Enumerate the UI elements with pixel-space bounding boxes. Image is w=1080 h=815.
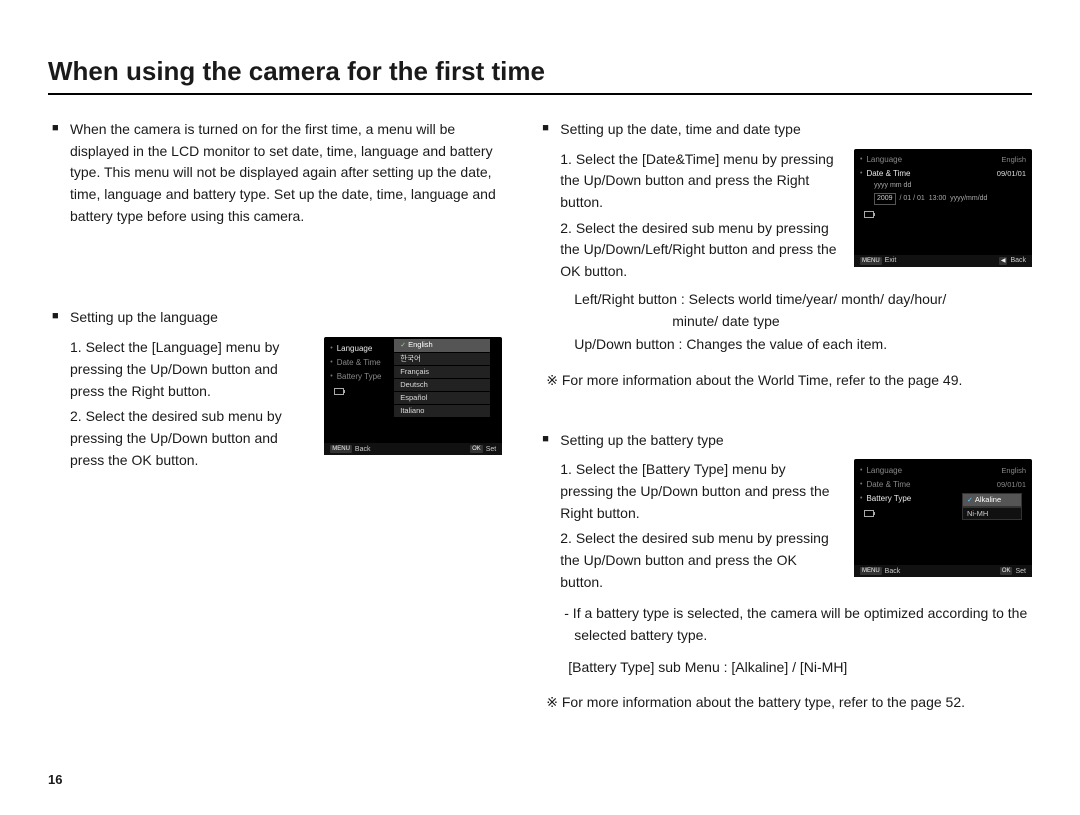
batt-lcd-screenshot: •LanguageEnglish •Date & Time09/01/01 •B… xyxy=(854,459,1032,577)
lang-step1-text: Select the [Language] menu by pressing t… xyxy=(70,339,279,398)
battery-icon xyxy=(864,211,874,218)
lcd2-tag-back: ◀ xyxy=(999,257,1008,265)
lang-row: 1. Select the [Language] menu by pressin… xyxy=(48,337,502,475)
lcd-tag-ok: OK xyxy=(470,445,483,453)
left-column: When the camera is turned on for the fir… xyxy=(48,119,502,714)
two-column-layout: When the camera is turned on for the fir… xyxy=(48,119,1032,714)
batt-step1: 1. Select the [Battery Type] menu by pre… xyxy=(538,459,838,524)
lcd-opt-deutsch: Deutsch xyxy=(394,379,490,392)
date-section-head: Setting up the date, time and date type xyxy=(538,119,1032,141)
date-step2-text: Select the desired sub menu by pressing … xyxy=(560,220,836,279)
date-step1: 1. Select the [Date&Time] menu by pressi… xyxy=(538,149,838,214)
batt-step2-text: Select the desired sub menu by pressing … xyxy=(560,530,829,589)
lang-step2-text: Select the desired sub menu by pressing … xyxy=(70,408,282,467)
lcd3-datetime: Date & Time xyxy=(866,480,910,489)
date-row: 1. Select the [Date&Time] menu by pressi… xyxy=(538,149,1032,287)
lcd-lang-options: English 한국어 Français Deutsch Español Ita… xyxy=(394,339,490,418)
lcd2-bar-back: Back xyxy=(1010,257,1026,264)
lcd2-lang: Language xyxy=(866,155,902,164)
lcd3-lang: Language xyxy=(866,466,902,475)
date-step1-text: Select the [Date&Time] menu by pressing … xyxy=(560,151,833,210)
lcd3-bar-back: Back xyxy=(885,568,901,575)
lcd-opt-english: English xyxy=(394,339,490,353)
lcd-bar-back: Back xyxy=(355,446,371,453)
lcd3-battery: Battery Type xyxy=(866,494,911,503)
lcd3-opt-alkaline: Alkaline xyxy=(962,493,1022,507)
lcd3-batt-options: Alkaline Ni-MH xyxy=(962,493,1022,520)
lcd2-detail-main: 20092009 / 01 / 01 13:00 yyyy/mm/dd / 01… xyxy=(854,193,1032,207)
battery-icon xyxy=(864,510,874,517)
lcd-bar-set: Set xyxy=(486,446,497,453)
page-title: When using the camera for the first time xyxy=(48,56,1032,95)
lcd2-bar-exit: Exit xyxy=(885,257,897,264)
lcd3-opt-nimh: Ni-MH xyxy=(962,507,1022,520)
lcd2-datetime: Date & Time xyxy=(866,169,910,178)
batt-row: 1. Select the [Battery Type] menu by pre… xyxy=(538,459,1032,597)
lang-step1: 1. Select the [Language] menu by pressin… xyxy=(48,337,308,402)
lcd3-datetime-val: 09/01/01 xyxy=(997,480,1026,489)
date-lcd-screenshot: •LanguageEnglish •Date & Time09/01/01 yy… xyxy=(854,149,1032,267)
batt-note: For more information about the battery t… xyxy=(538,692,1032,714)
right-column: Setting up the date, time and date type … xyxy=(538,119,1032,714)
batt-dash-note: - If a battery type is selected, the cam… xyxy=(538,603,1032,646)
batt-step1-text: Select the [Battery Type] menu by pressi… xyxy=(560,461,829,520)
intro-paragraph: When the camera is turned on for the fir… xyxy=(48,119,502,227)
lcd-menu-language: Language xyxy=(337,344,373,353)
lcd3-bar-set: Set xyxy=(1015,568,1026,575)
batt-step2: 2. Select the desired sub menu by pressi… xyxy=(538,528,838,593)
lcd-tag-menu: MENU xyxy=(330,445,352,453)
lr-button-line: Left/Right button : Selects world time/y… xyxy=(538,289,1032,311)
lcd3-tag-ok: OK xyxy=(1000,567,1013,575)
ud-button-line: Up/Down button : Changes the value of ea… xyxy=(538,334,1032,356)
lang-section-head: Setting up the language xyxy=(48,307,502,329)
lang-lcd-screenshot: •Language •Date & Time •Battery Type Eng… xyxy=(324,337,502,455)
lcd2-detail-head: yyyy mm dd xyxy=(854,181,1032,193)
lcd2-tag-menu: MENU xyxy=(860,257,882,265)
lcd-menu-datetime: Date & Time xyxy=(337,358,381,367)
batt-submenu-line: [Battery Type] sub Menu : [Alkaline] / [… xyxy=(538,657,1032,679)
lcd-opt-korean: 한국어 xyxy=(394,353,490,366)
lcd2-datetime-val: 09/01/01 xyxy=(997,169,1026,178)
lcd-opt-italiano: Italiano xyxy=(394,405,490,418)
lcd2-lang-val: English xyxy=(1001,155,1026,164)
lcd-opt-espanol: Español xyxy=(394,392,490,405)
page-number: 16 xyxy=(48,772,62,787)
lcd3-lang-val: English xyxy=(1001,466,1026,475)
lcd3-tag-menu: MENU xyxy=(860,567,882,575)
lcd-menu-battery: Battery Type xyxy=(337,372,382,381)
date-step2: 2. Select the desired sub menu by pressi… xyxy=(538,218,838,283)
lcd-opt-francais: Français xyxy=(394,366,490,379)
worldtime-note: For more information about the World Tim… xyxy=(538,370,1032,392)
battery-icon xyxy=(334,388,344,395)
lang-step2: 2. Select the desired sub menu by pressi… xyxy=(48,406,308,471)
lr-button-line2: minute/ date type xyxy=(538,311,1032,333)
batt-section-head: Setting up the battery type xyxy=(538,430,1032,452)
